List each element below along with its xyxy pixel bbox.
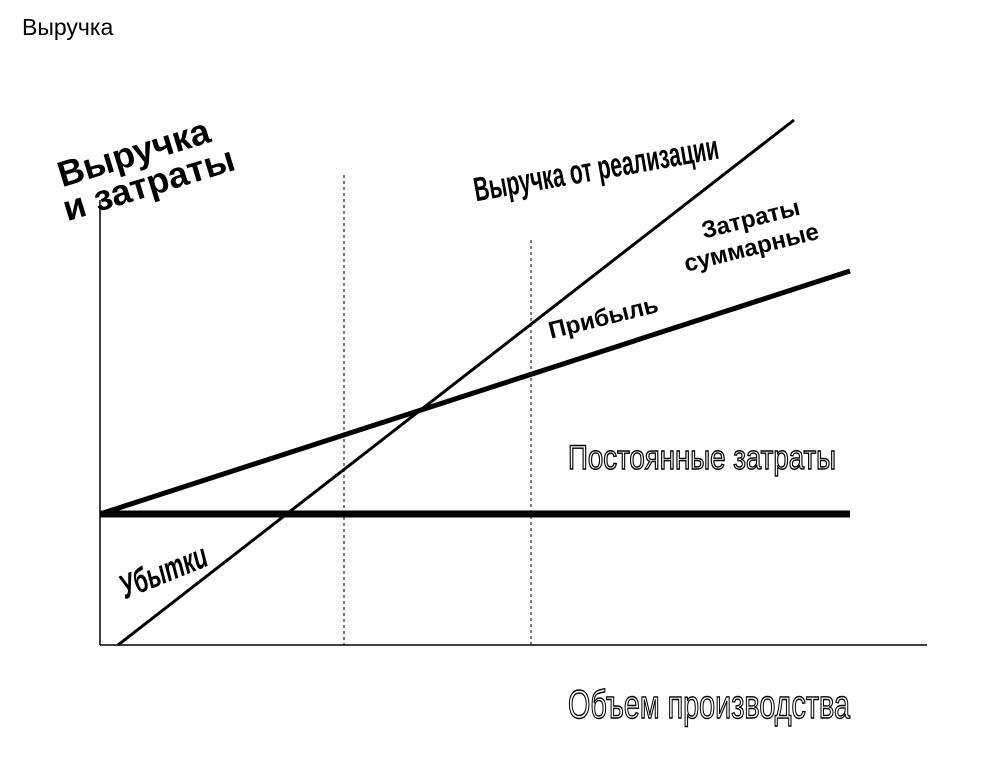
total-costs-line: [99, 268, 851, 517]
page-title: Выручка: [22, 14, 114, 40]
fixed-costs-label: Постоянные затраты: [568, 439, 836, 477]
revenue-label: Выручка от реализации: [471, 129, 722, 209]
losses-label: Убытки: [114, 537, 214, 607]
x-axis-label: Объем производства: [568, 683, 851, 727]
revenue-line: [117, 118, 795, 647]
